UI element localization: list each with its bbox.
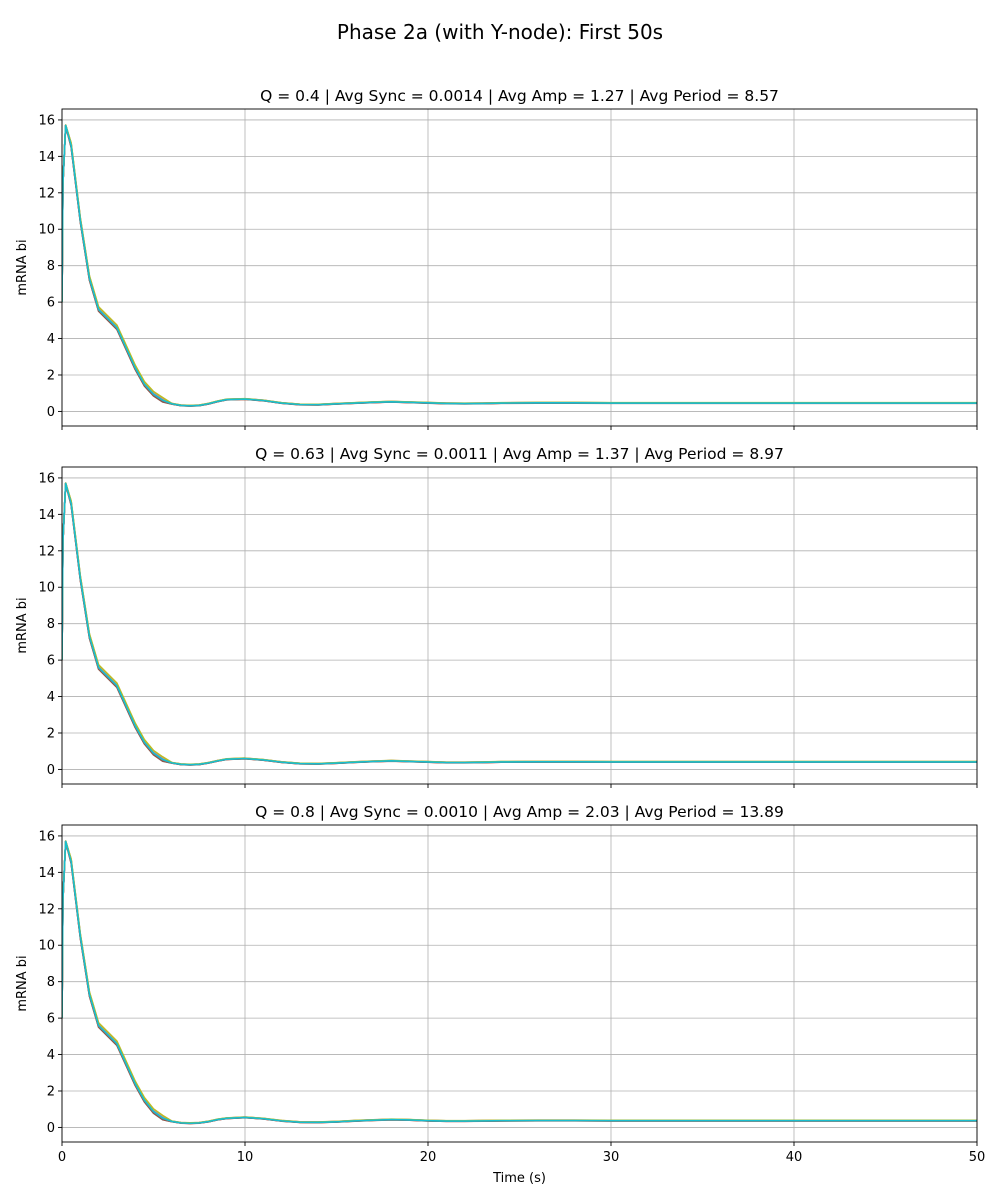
y-axis-label: mRNA bi: [15, 597, 30, 653]
axes-frame: [61, 466, 978, 785]
y-tick-label: 16: [38, 113, 55, 128]
series-line: [62, 482, 977, 766]
axes-frame: [61, 824, 978, 1143]
y-tick-label: 0: [47, 405, 55, 420]
y-tick-label: 6: [47, 296, 55, 311]
x-tick-label: 40: [786, 1150, 803, 1165]
y-tick-label: 8: [47, 259, 55, 274]
series-line: [62, 840, 977, 1125]
series-line: [62, 482, 977, 766]
y-tick-label: 12: [38, 544, 55, 559]
y-tick-label: 2: [47, 1084, 55, 1099]
series-line: [62, 840, 977, 1125]
y-tick-label: 4: [47, 690, 55, 705]
series-line: [62, 840, 977, 1125]
x-tick-label: 0: [58, 1150, 66, 1165]
y-tick-label: 8: [47, 617, 55, 632]
y-tick-label: 16: [38, 829, 55, 844]
y-tick-label: 12: [38, 186, 55, 201]
y-tick-label: 16: [38, 471, 55, 486]
y-tick-label: 2: [47, 368, 55, 383]
series-line: [62, 482, 977, 766]
x-axis-label: Time (s): [492, 1171, 546, 1186]
y-tick-label: 14: [38, 508, 55, 523]
series-line: [62, 482, 977, 766]
figure-title: Phase 2a (with Y-node): First 50s: [336, 20, 664, 44]
y-axis-label: mRNA bi: [15, 239, 30, 295]
y-axis-label: mRNA bi: [15, 955, 30, 1011]
y-tick-label: 8: [47, 975, 55, 990]
x-tick-label: 10: [237, 1150, 254, 1165]
y-tick-label: 2: [47, 726, 55, 741]
x-tick-label: 20: [420, 1150, 437, 1165]
series-line: [62, 840, 977, 1124]
y-tick-label: 6: [47, 1012, 55, 1027]
panel-title: Q = 0.8 | Avg Sync = 0.0010 | Avg Amp = …: [255, 803, 784, 821]
y-tick-label: 14: [38, 150, 55, 165]
series-line: [62, 840, 977, 1125]
series-line: [62, 840, 977, 1124]
y-tick-label: 10: [38, 581, 55, 596]
y-tick-label: 0: [47, 763, 55, 778]
y-tick-label: 14: [38, 866, 55, 881]
series-line: [62, 124, 977, 407]
y-tick-label: 6: [47, 654, 55, 669]
x-tick-label: 50: [969, 1150, 986, 1165]
y-tick-label: 4: [47, 1048, 55, 1063]
y-tick-label: 0: [47, 1121, 55, 1136]
y-tick-label: 10: [38, 939, 55, 954]
series-line: [62, 124, 977, 407]
y-tick-label: 4: [47, 332, 55, 347]
y-tick-label: 10: [38, 223, 55, 238]
series-line: [62, 482, 977, 766]
panel-title: Q = 0.63 | Avg Sync = 0.0011 | Avg Amp =…: [255, 445, 784, 463]
series-line: [62, 840, 977, 1125]
axes-frame: [61, 108, 978, 427]
panel-title: Q = 0.4 | Avg Sync = 0.0014 | Avg Amp = …: [260, 87, 779, 105]
y-tick-label: 12: [38, 902, 55, 917]
x-tick-label: 30: [603, 1150, 620, 1165]
